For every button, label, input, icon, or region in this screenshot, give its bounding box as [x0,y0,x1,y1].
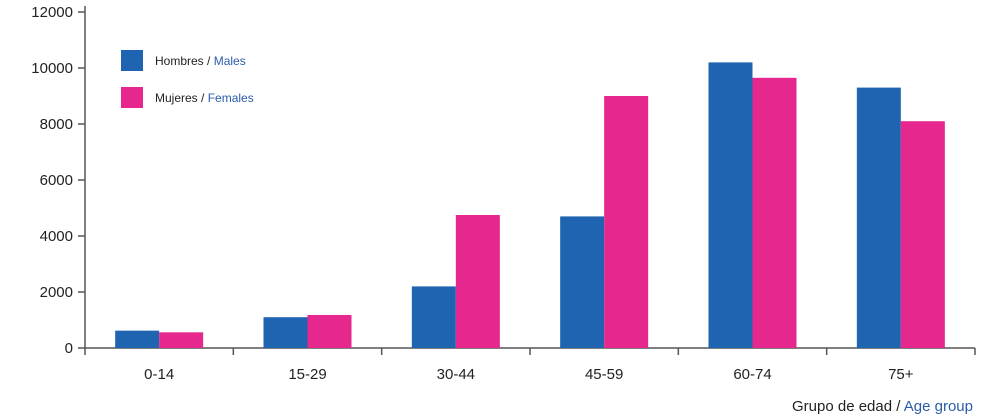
legend: Hombres / Males Mujeres / Females [121,50,254,108]
bar-females [900,121,945,348]
y-tick-label: 10000 [31,60,73,77]
x-axis: 0-14 15-29 30-44 45-59 60-74 75+ [84,347,976,383]
x-tick-label: 0-14 [144,366,174,383]
legend-label-separator: / [204,54,214,68]
x-tick-label: 45-59 [585,366,623,383]
legend-label-en: Females [208,91,254,105]
bar-males [411,286,456,348]
bar-males [856,87,901,348]
x-tick-label: 15-29 [288,366,326,383]
bar-females [159,332,204,348]
bar-females [307,314,352,348]
x-axis-title-separator: / [892,398,904,415]
legend-label-en: Males [214,54,246,68]
bar-males [708,62,753,349]
y-tick-label: 12000 [31,4,73,21]
y-tick-label: 2000 [40,284,73,301]
bar-males [263,317,308,348]
y-tick-label: 0 [65,340,73,357]
legend-label-females: Mujeres / Females [155,91,254,105]
legend-label-es: Mujeres [155,91,198,105]
y-tick-label: 8000 [40,116,73,133]
legend-swatch-males [121,50,143,71]
legend-label-es: Hombres [155,54,204,68]
bars [115,62,945,349]
legend-label-separator: / [198,91,208,105]
y-axis: 0 2000 4000 6000 8000 10000 12000 [31,4,86,357]
x-tick-label: 60-74 [733,366,771,383]
bar-females [604,96,649,348]
bar-males [560,216,605,348]
y-tick-label: 6000 [40,172,73,189]
x-axis-title: Grupo de edad / Age group [792,398,973,415]
x-tick-label: 75+ [888,366,914,383]
legend-label-males: Hombres / Males [155,54,246,68]
legend-swatch-females [121,87,143,108]
y-tick-label: 4000 [40,228,73,245]
x-axis-title-en: Age group [904,398,973,415]
bar-females [455,215,500,348]
bar-males [115,330,160,348]
x-axis-title-es: Grupo de edad [792,398,892,415]
x-tick-label: 30-44 [437,366,475,383]
bar-females [752,77,797,349]
